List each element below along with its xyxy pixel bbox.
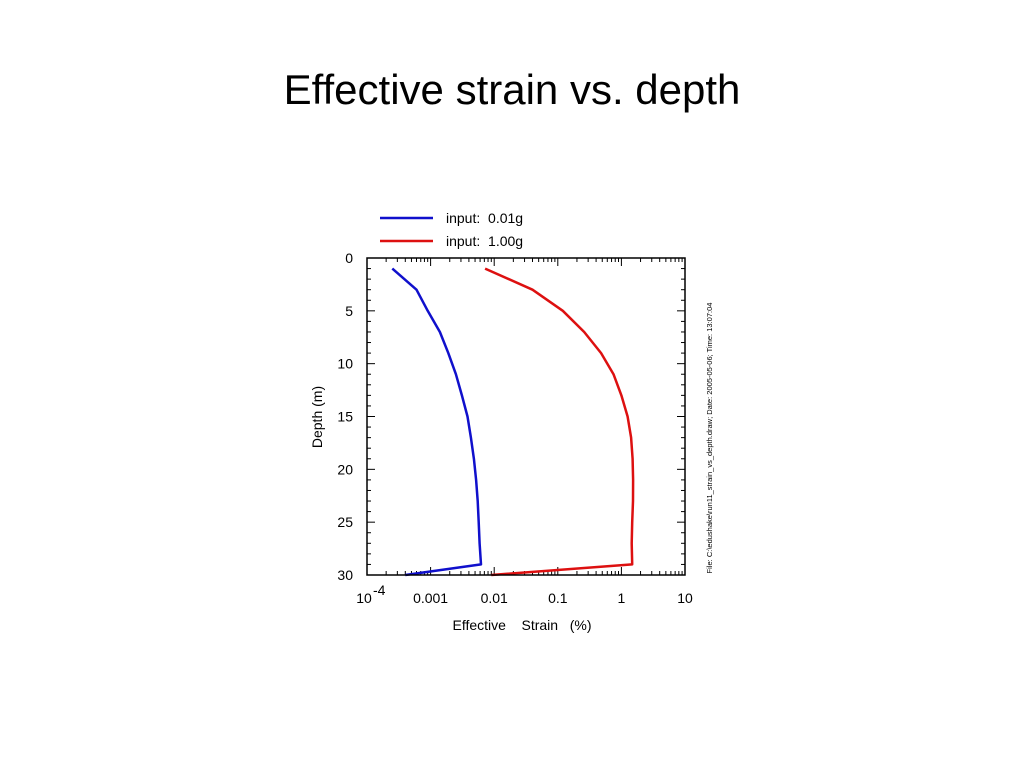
y-tick-label: 20 [337, 461, 353, 477]
x-tick-label: 10 [356, 590, 372, 606]
y-axis-label: Depth (m) [309, 386, 325, 448]
y-tick-label: 0 [345, 250, 353, 266]
y-tick-label: 25 [337, 514, 353, 530]
y-tick-label: 15 [337, 409, 353, 425]
series-line-2 [484, 267, 635, 577]
y-tick-label: 5 [345, 303, 353, 319]
chart-series [391, 267, 635, 577]
chart-legend: input: 0.01g input: 1.00g [380, 210, 523, 249]
x-tick-label-exponent: -4 [373, 582, 386, 598]
axis-ticks [366, 257, 686, 576]
x-axis-label: Effective Strain (%) [452, 617, 591, 633]
x-tick-label: 0.01 [481, 590, 508, 606]
series-line-1 [391, 267, 483, 577]
x-tick-label: 0.001 [413, 590, 448, 606]
x-tick-label: 0.1 [548, 590, 568, 606]
x-tick-label: 1 [618, 590, 626, 606]
legend-label-1: input: 0.01g [446, 210, 523, 226]
slide-title: Effective strain vs. depth [283, 66, 741, 113]
x-tick-label: 10 [677, 590, 693, 606]
y-tick-label: 10 [337, 356, 353, 372]
y-tick-label: 30 [337, 567, 353, 583]
plot-frame [366, 257, 686, 576]
legend-label-2: input: 1.00g [446, 233, 523, 249]
file-info-note: File: C:\edushake\run11_strain_vs_depth.… [705, 303, 714, 574]
